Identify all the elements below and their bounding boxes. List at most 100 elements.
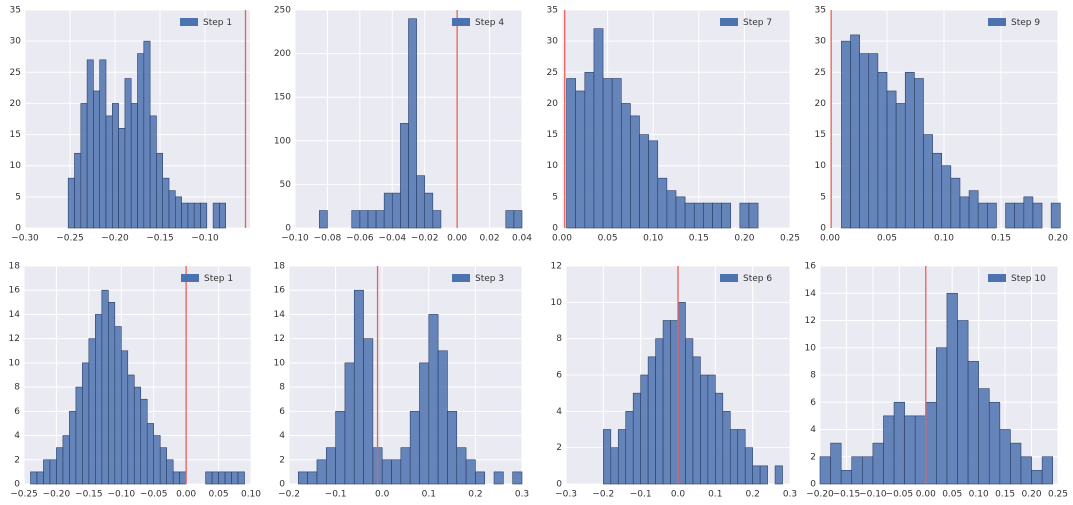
x-tick-label: −0.1: [325, 490, 347, 500]
y-tick-label: 6: [556, 371, 562, 381]
legend-swatch: [452, 274, 470, 282]
y-tick-label: 50: [280, 180, 292, 190]
histogram-bar: [693, 202, 704, 229]
legend-swatch: [988, 18, 1006, 26]
histogram-bar: [307, 471, 318, 485]
legend-swatch: [720, 18, 738, 26]
histogram-bar: [617, 429, 627, 485]
histogram-bar: [205, 471, 213, 485]
histogram-bar: [447, 411, 458, 485]
histogram-bar: [657, 177, 668, 229]
histogram-bar: [432, 210, 442, 229]
histogram-bar: [936, 347, 948, 485]
x-tick-label: 0.1: [422, 490, 436, 500]
x-tick-label: −0.1: [630, 490, 652, 500]
y-tick-label: 200: [274, 49, 291, 59]
legend-label: Step 3: [475, 274, 504, 284]
histogram-bar: [43, 459, 51, 485]
x-tick-label: −0.25: [56, 234, 84, 244]
y-tick-label: 2: [14, 455, 20, 465]
y-tick-label: 8: [556, 334, 562, 344]
x-tick-label: −0.15: [75, 490, 103, 500]
histogram-bar: [428, 314, 439, 485]
x-tick-label: −0.10: [191, 234, 219, 244]
x-tick-label: 0.00: [820, 234, 840, 244]
x-tick-label: −0.20: [43, 490, 71, 500]
y-tick-label: 6: [14, 407, 20, 417]
legend-label: Step 1: [204, 274, 233, 284]
histogram-bar: [883, 415, 895, 485]
y-tick-label: 250: [274, 6, 291, 16]
histogram-bar: [120, 350, 129, 485]
histogram-bar: [162, 177, 170, 229]
legend-swatch: [452, 18, 470, 26]
histogram-bar: [759, 465, 768, 485]
legend-label: Step 4: [475, 18, 504, 28]
y-tick-label: 10: [815, 161, 827, 171]
histogram-bar: [88, 338, 96, 485]
legend-label: Step 10: [1011, 274, 1046, 284]
histogram-bar: [363, 338, 374, 485]
histogram-bar: [904, 71, 915, 229]
histogram-bar: [1010, 442, 1022, 485]
x-tick-label: 0.20: [1022, 490, 1042, 500]
histogram-bar: [648, 140, 659, 229]
histogram-bar: [988, 401, 1001, 485]
y-tick-label: 30: [815, 37, 827, 47]
y-tick-label: 5: [15, 192, 21, 202]
histogram-bar: [30, 471, 38, 485]
histogram-bar: [143, 40, 151, 229]
histogram-bar: [895, 103, 906, 229]
histogram-bar: [744, 447, 753, 485]
y-tick-label: 0: [279, 480, 285, 490]
histogram-bar: [593, 28, 604, 229]
histogram-bar: [172, 471, 180, 485]
y-tick-label: 30: [10, 37, 22, 47]
legend-label: Step 9: [1011, 18, 1040, 28]
y-tick-label: 10: [10, 161, 22, 171]
histogram-bar: [739, 202, 750, 229]
x-tick-label: 0.2: [746, 490, 760, 500]
histogram-bar: [968, 190, 979, 229]
histogram-bar: [335, 411, 346, 485]
histogram-bar: [715, 392, 724, 485]
histogram-bar: [610, 447, 619, 485]
histogram-bar: [700, 374, 709, 485]
y-tick-label: 8: [279, 383, 285, 393]
y-tick-label: 14: [805, 289, 817, 299]
y-tick-label: 15: [547, 130, 558, 140]
y-tick-label: 10: [9, 358, 21, 368]
histogram-bar: [146, 423, 155, 485]
y-tick-label: 35: [10, 6, 21, 16]
histogram-bar: [967, 361, 979, 485]
x-tick-label: 0.2: [468, 490, 482, 500]
histogram-bar: [1031, 470, 1043, 485]
x-tick-label: 0.04: [512, 234, 532, 244]
y-tick-label: 20: [10, 99, 22, 109]
histogram-bar: [877, 71, 888, 229]
histogram-bar: [156, 152, 163, 229]
histogram-bar: [850, 34, 860, 229]
histogram-bar: [722, 411, 731, 485]
histogram-bar: [231, 471, 239, 485]
histogram-bar: [978, 388, 990, 485]
x-tick-label: 0.10: [241, 490, 261, 500]
y-tick-label: 8: [810, 371, 816, 381]
y-tick-label: 12: [274, 334, 285, 344]
histogram-bar: [437, 350, 448, 485]
y-tick-label: 0: [552, 224, 558, 234]
histogram-bar: [868, 53, 879, 229]
y-tick-label: 4: [14, 431, 20, 441]
y-tick-label: 15: [10, 130, 21, 140]
y-tick-label: 14: [9, 310, 21, 320]
histogram-bar: [175, 196, 182, 229]
histogram-bar: [212, 202, 220, 229]
histogram-bar: [219, 202, 226, 229]
y-tick-label: 15: [815, 130, 826, 140]
x-tick-label: 0.10: [934, 234, 954, 244]
y-tick-label: 25: [10, 68, 21, 78]
histogram-bar: [703, 202, 713, 229]
y-tick-label: 10: [274, 358, 286, 368]
y-tick-label: 16: [274, 286, 286, 296]
